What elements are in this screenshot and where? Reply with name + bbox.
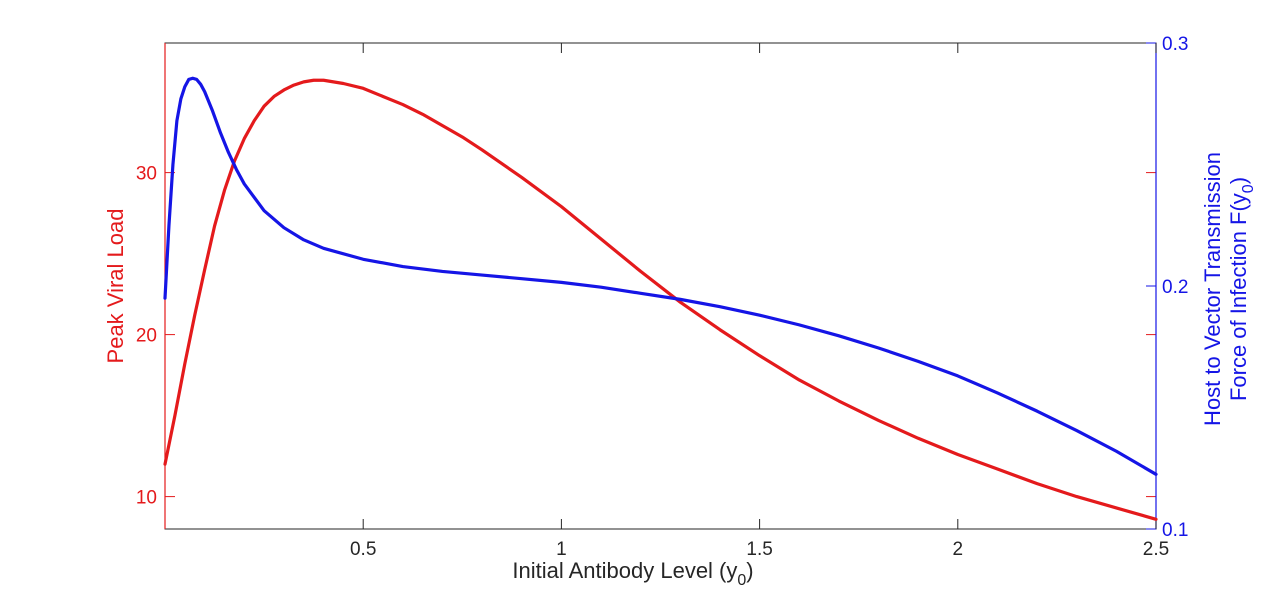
right-tick-label: 0.3 bbox=[1162, 34, 1188, 55]
force-of-infection-line bbox=[163, 76, 1158, 476]
x-axis-title-close: ) bbox=[746, 558, 753, 583]
right-axis-title-line2-subscript: 0 bbox=[1240, 184, 1257, 193]
x-axis: 0.5 1 1.5 2 2.5 bbox=[350, 43, 1169, 560]
right-axis-title-line2-close: ) bbox=[1226, 177, 1251, 184]
x-axis-title-main: Initial Antibody Level (y bbox=[512, 558, 737, 583]
x-tick-label: 1.5 bbox=[746, 539, 772, 560]
right-axis: 0.1 0.2 0.3 bbox=[1146, 34, 1188, 541]
x-tick-label: 2 bbox=[953, 539, 964, 560]
right-axis-title-line1: Host to Vector Transmission bbox=[1200, 152, 1225, 426]
left-tick-label: 10 bbox=[136, 488, 157, 509]
right-axis-title-line2: Force of Infection F(y0) bbox=[1226, 177, 1257, 401]
x-axis-title: Initial Antibody Level (y0) bbox=[512, 558, 753, 589]
left-axis: 10 20 30 bbox=[136, 43, 1156, 529]
x-tick-label: 1 bbox=[556, 539, 567, 560]
peak-viral-load-line bbox=[163, 78, 1158, 521]
x-axis-title-subscript: 0 bbox=[737, 572, 746, 589]
right-tick-label: 0.2 bbox=[1162, 277, 1188, 298]
left-axis-title: Peak Viral Load bbox=[103, 209, 128, 364]
right-axis-title-line2-main: Force of Infection F(y bbox=[1226, 193, 1251, 401]
x-tick-label: 0.5 bbox=[350, 539, 376, 560]
left-tick-label: 30 bbox=[136, 164, 157, 185]
left-tick-label: 20 bbox=[136, 326, 157, 347]
right-tick-label: 0.1 bbox=[1162, 520, 1188, 541]
x-tick-label: 2.5 bbox=[1143, 539, 1169, 560]
series-layer bbox=[163, 76, 1158, 521]
